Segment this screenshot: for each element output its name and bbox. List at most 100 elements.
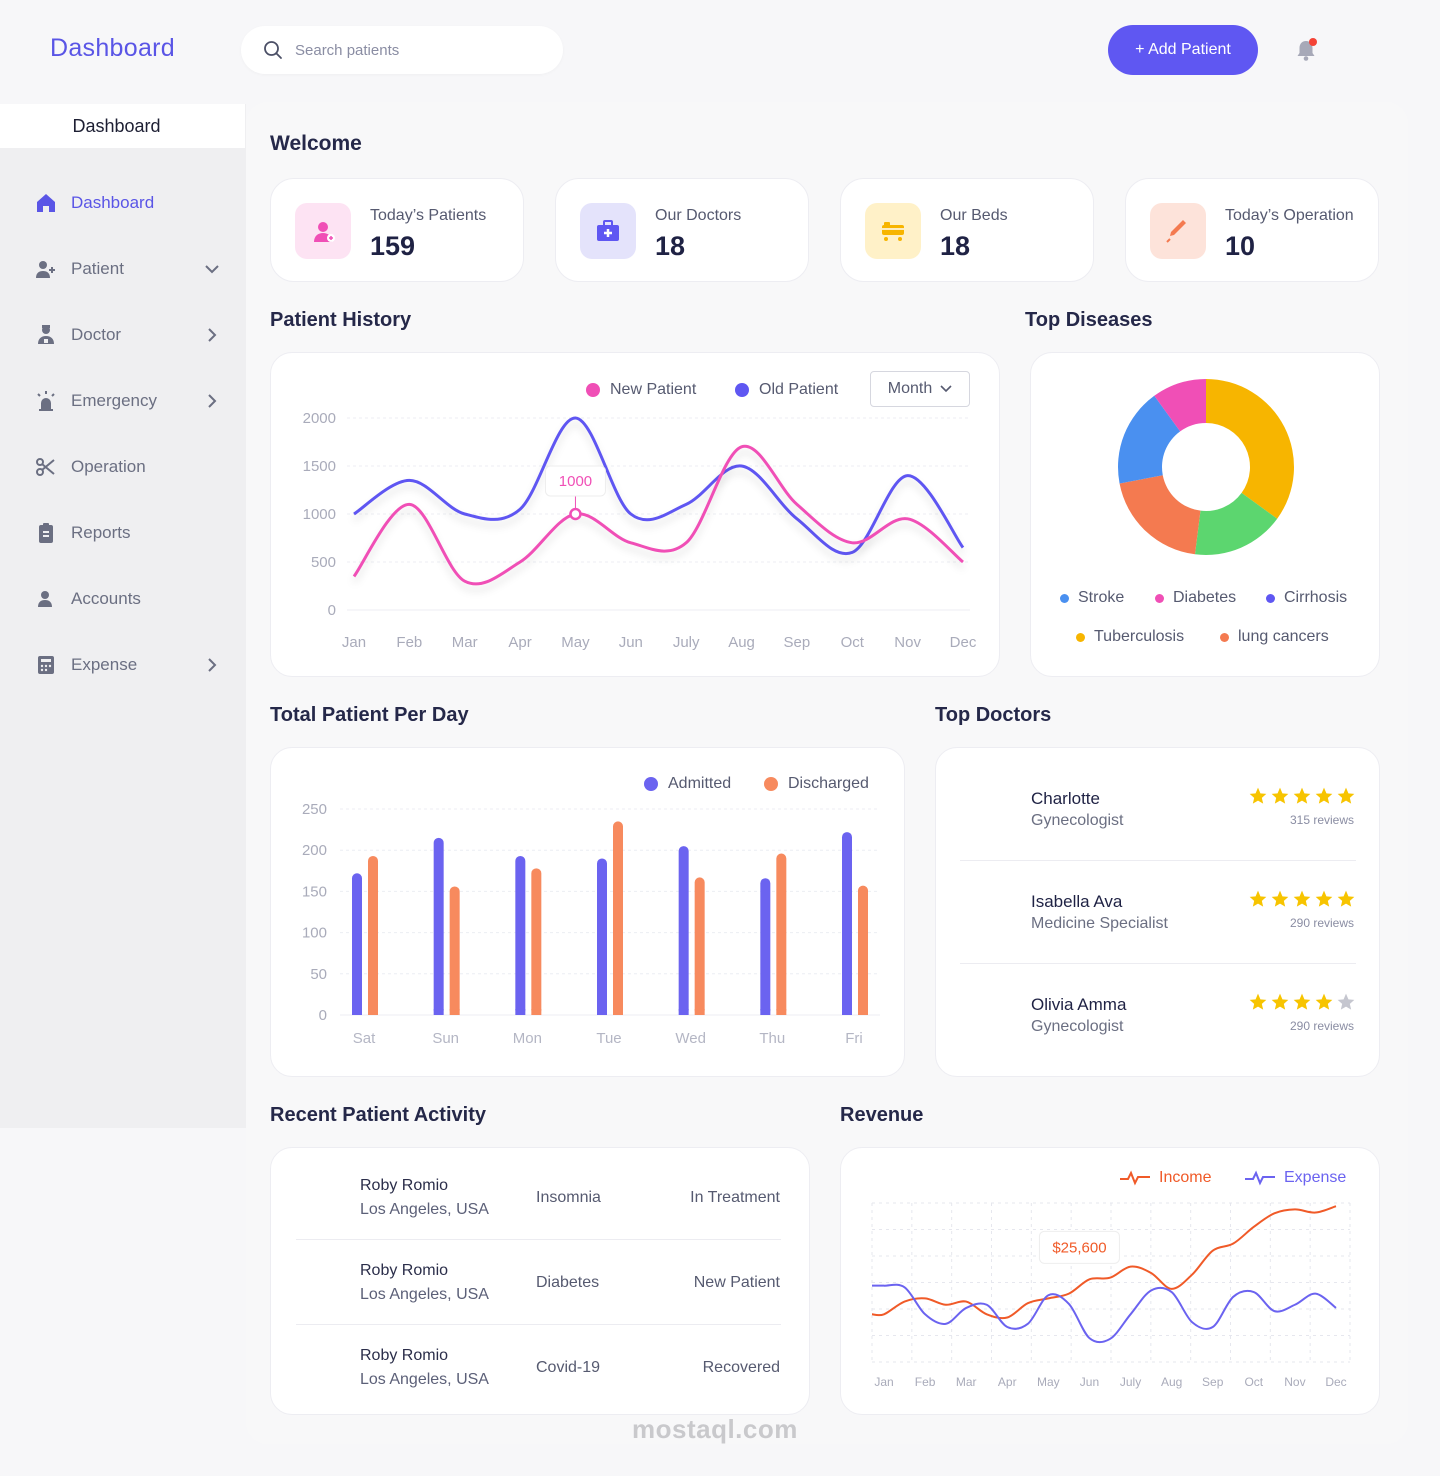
clipboard-icon [35, 522, 57, 544]
top-diseases-donut [1118, 379, 1294, 555]
bed-icon [865, 203, 921, 259]
legend-dot [644, 777, 658, 791]
sidebar-item-expense[interactable]: Expense [35, 651, 220, 679]
x-tick-label: Fri [845, 1030, 863, 1047]
legend-new-patient[interactable]: New Patient [586, 381, 696, 399]
stat-card-0[interactable]: Today’s Patients 159 [270, 178, 524, 282]
y-tick-label: 1000 [303, 506, 336, 523]
stat-card-3[interactable]: Today’s Operation 10 [1125, 178, 1379, 282]
legend-admitted[interactable]: Admitted [644, 775, 731, 793]
x-tick-label: July [673, 634, 700, 651]
legend-label: Expense [1284, 1169, 1347, 1186]
stat-value: 18 [940, 231, 971, 261]
doctor-row[interactable]: Olivia Amma Gynecologist 290 reviews [960, 991, 1356, 1051]
sidebar-item-dashboard[interactable]: Dashboard [35, 189, 220, 217]
rating-stars [1248, 992, 1356, 1017]
x-tick-label: Thu [759, 1030, 785, 1047]
revenue-title: Revenue [840, 1104, 924, 1126]
review-count: 290 reviews [1289, 916, 1354, 930]
x-tick-label: Dec [950, 634, 977, 651]
pie-slice-stroke [1118, 395, 1181, 484]
doctor-name: Charlotte [1031, 789, 1100, 808]
patient-name: Roby Romio [360, 1177, 449, 1194]
legend-expense[interactable]: Expense [1244, 1169, 1346, 1187]
legend-lung-cancers[interactable]: lung cancers [1220, 628, 1329, 646]
legend-income[interactable]: Income [1119, 1169, 1211, 1187]
series-line-expense [871, 1283, 1337, 1344]
tooltip-box [544, 465, 606, 497]
sidebar-item-emergency[interactable]: Emergency [35, 387, 220, 415]
bar-discharged-sat [368, 855, 378, 1015]
activity-row[interactable]: Roby Romio Los Angeles, USA Covid-19 Recove… [296, 1345, 781, 1397]
x-tick-label: Wed [675, 1030, 706, 1047]
patient-location: Los Angeles, USA [360, 1371, 489, 1388]
x-tick-label: Sun [432, 1030, 459, 1047]
patient-status: New Patient [693, 1274, 780, 1291]
bar-discharged-thu [776, 853, 787, 1015]
bar-base [613, 1009, 623, 1015]
top-doctors-title: Top Doctors [935, 704, 1052, 726]
bar-admitted-fri [842, 832, 852, 1015]
doctor-row[interactable]: Charlotte Gynecologist 315 reviews [960, 785, 1356, 845]
stat-title: Our Beds [940, 207, 1008, 224]
sidebar-item-reports[interactable]: Reports [35, 519, 220, 547]
sidebar-item-accounts[interactable]: Accounts [35, 585, 220, 613]
legend-label: Admitted [668, 775, 732, 792]
legend-label: Tuberculosis [1094, 628, 1185, 645]
activity-row[interactable]: Roby Romio Los Angeles, USA Diabetes New Pa… [296, 1260, 781, 1312]
review-count: 315 reviews [1289, 813, 1354, 827]
sidebar-item-operation[interactable]: Operation [35, 453, 220, 481]
legend-dot [1155, 593, 1164, 603]
legend-discharged[interactable]: Discharged [764, 775, 869, 793]
period-select[interactable]: Month [870, 371, 970, 407]
star-icon [1248, 889, 1268, 914]
y-tick-label: 150 [302, 883, 327, 900]
legend-dot [735, 383, 749, 397]
sidebar-item-doctor[interactable]: Doctor [35, 321, 220, 349]
chevron-down-icon [940, 385, 952, 393]
sidebar-item-patient[interactable]: Patient [35, 255, 220, 283]
legend-label: Income [1159, 1169, 1212, 1186]
star-icon [1270, 992, 1290, 1017]
bar-admitted-tue [597, 858, 607, 1015]
x-tick-label: Jan [342, 634, 366, 651]
x-tick-label: Mar [956, 1375, 977, 1389]
x-tick-label: Jun [619, 634, 643, 651]
bar-admitted-sun [433, 837, 444, 1015]
stat-value: 10 [1225, 231, 1256, 261]
app-logo[interactable]: Dashboard [50, 34, 176, 62]
search-bar[interactable]: Search patients [241, 26, 563, 74]
doctor-specialty: Medicine Specialist [1031, 915, 1168, 932]
bar-base [842, 1009, 852, 1015]
bar-base [678, 1009, 689, 1015]
notification-bell-icon[interactable] [1292, 36, 1320, 64]
legend-old-patient[interactable]: Old Patient [735, 381, 838, 399]
patient-name: Roby Romio [360, 1347, 449, 1364]
doctor-row[interactable]: Isabella Ava Medicine Specialist 290 revie… [960, 888, 1356, 948]
sidebar-item-label: Reports [71, 523, 131, 542]
patient-location: Los Angeles, USA [360, 1201, 489, 1218]
legend-diabetes[interactable]: Diabetes [1155, 589, 1236, 607]
legend-cirrhosis[interactable]: Cirrhosis [1266, 589, 1347, 607]
activity-row[interactable]: Roby Romio Los Angeles, USA Insomnia In Tre… [296, 1175, 781, 1227]
legend-dot [1076, 632, 1085, 642]
divider [960, 963, 1356, 964]
bar-discharged-fri [858, 885, 868, 1015]
star-icon [1292, 786, 1312, 811]
calculator-icon [35, 654, 57, 676]
x-tick-label: Nov [1284, 1375, 1305, 1389]
x-tick-label: July [1120, 1375, 1141, 1389]
stat-card-1[interactable]: Our Doctors 18 [555, 178, 809, 282]
legend-dot [586, 383, 600, 397]
legend-tuberculosis[interactable]: Tuberculosis [1076, 628, 1184, 646]
legend-stroke[interactable]: Stroke [1060, 589, 1124, 607]
y-tick-label: 50 [310, 966, 327, 983]
stat-value: 18 [655, 231, 686, 261]
search-input[interactable]: Search patients [295, 41, 400, 59]
sidebar-item-label: Emergency [71, 391, 157, 410]
sidebar-item-label: Doctor [71, 325, 122, 344]
pulse-icon [1120, 1170, 1150, 1186]
add-patient-button[interactable]: + Add Patient [1108, 25, 1258, 75]
review-count: 290 reviews [1289, 1019, 1354, 1033]
stat-card-2[interactable]: Our Beds 18 [840, 178, 1094, 282]
